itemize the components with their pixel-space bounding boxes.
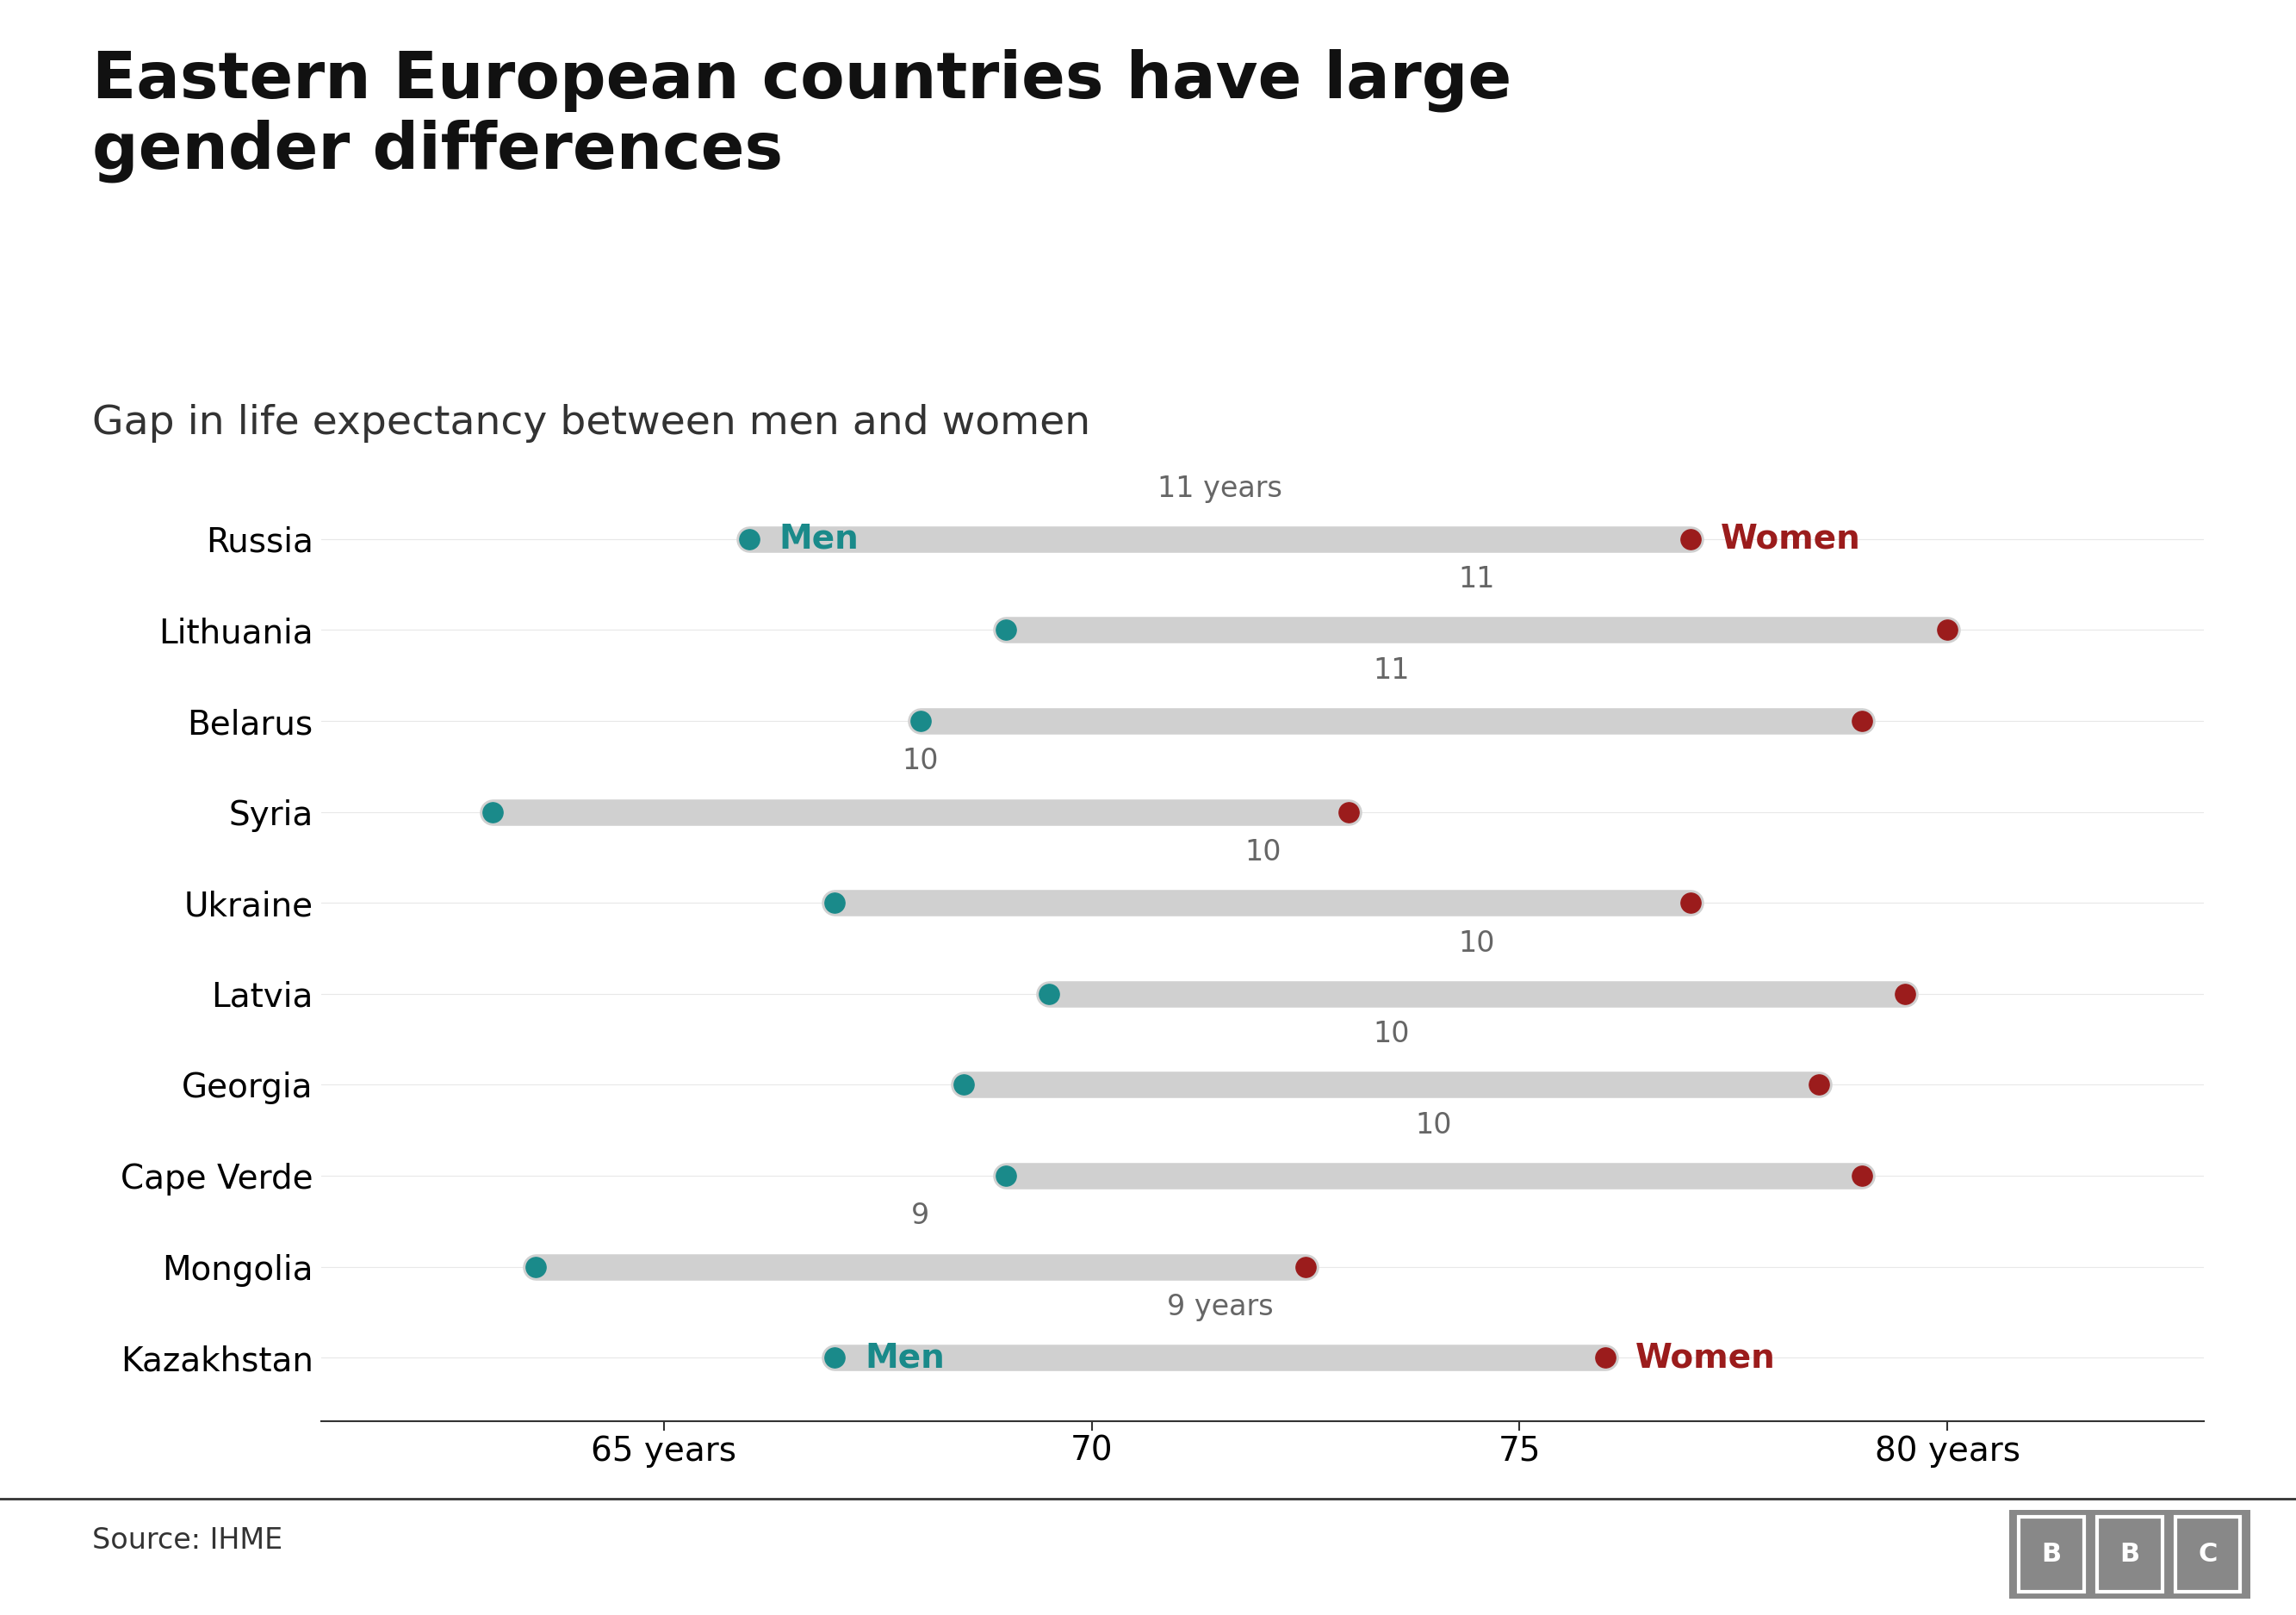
Point bbox=[475, 799, 512, 825]
Point bbox=[817, 890, 854, 916]
Point bbox=[1671, 890, 1708, 916]
Text: B: B bbox=[2119, 1542, 2140, 1567]
Text: Women: Women bbox=[1720, 523, 1860, 556]
Text: B: B bbox=[2041, 1542, 2062, 1567]
Point bbox=[1031, 980, 1068, 1006]
Point bbox=[1587, 1345, 1623, 1371]
Text: Men: Men bbox=[778, 523, 859, 556]
Text: 11: 11 bbox=[1373, 656, 1410, 685]
Text: Source: IHME: Source: IHME bbox=[92, 1526, 282, 1555]
Text: 10: 10 bbox=[902, 748, 939, 775]
Point bbox=[1288, 1253, 1325, 1279]
Text: Eastern European countries have large
gender differences: Eastern European countries have large ge… bbox=[92, 48, 1511, 182]
Text: C: C bbox=[2197, 1542, 2218, 1567]
FancyBboxPatch shape bbox=[2096, 1516, 2163, 1592]
FancyBboxPatch shape bbox=[2018, 1516, 2085, 1592]
Point bbox=[987, 1163, 1024, 1189]
FancyBboxPatch shape bbox=[2174, 1516, 2241, 1592]
Text: 10: 10 bbox=[1373, 1021, 1410, 1048]
Point bbox=[1671, 526, 1708, 552]
Point bbox=[1844, 707, 1880, 733]
Text: 11 years: 11 years bbox=[1157, 475, 1283, 502]
Point bbox=[730, 526, 767, 552]
Text: Men: Men bbox=[866, 1340, 944, 1374]
Point bbox=[1887, 980, 1924, 1006]
Point bbox=[517, 1253, 553, 1279]
Text: 11: 11 bbox=[1458, 565, 1495, 594]
Text: Gap in life expectancy between men and women: Gap in life expectancy between men and w… bbox=[92, 404, 1091, 443]
Point bbox=[1844, 1163, 1880, 1189]
Text: 10: 10 bbox=[1244, 838, 1281, 867]
Point bbox=[817, 1345, 854, 1371]
Text: 9: 9 bbox=[912, 1202, 930, 1231]
Text: 9 years: 9 years bbox=[1166, 1292, 1274, 1321]
Text: 10: 10 bbox=[1458, 929, 1495, 958]
Text: Women: Women bbox=[1635, 1340, 1775, 1374]
Text: 10: 10 bbox=[1417, 1111, 1453, 1139]
Point bbox=[946, 1072, 983, 1098]
Point bbox=[987, 617, 1024, 643]
Point bbox=[1929, 617, 1965, 643]
Point bbox=[1329, 799, 1366, 825]
Point bbox=[1800, 1072, 1837, 1098]
Point bbox=[902, 707, 939, 733]
FancyBboxPatch shape bbox=[2009, 1510, 2250, 1599]
